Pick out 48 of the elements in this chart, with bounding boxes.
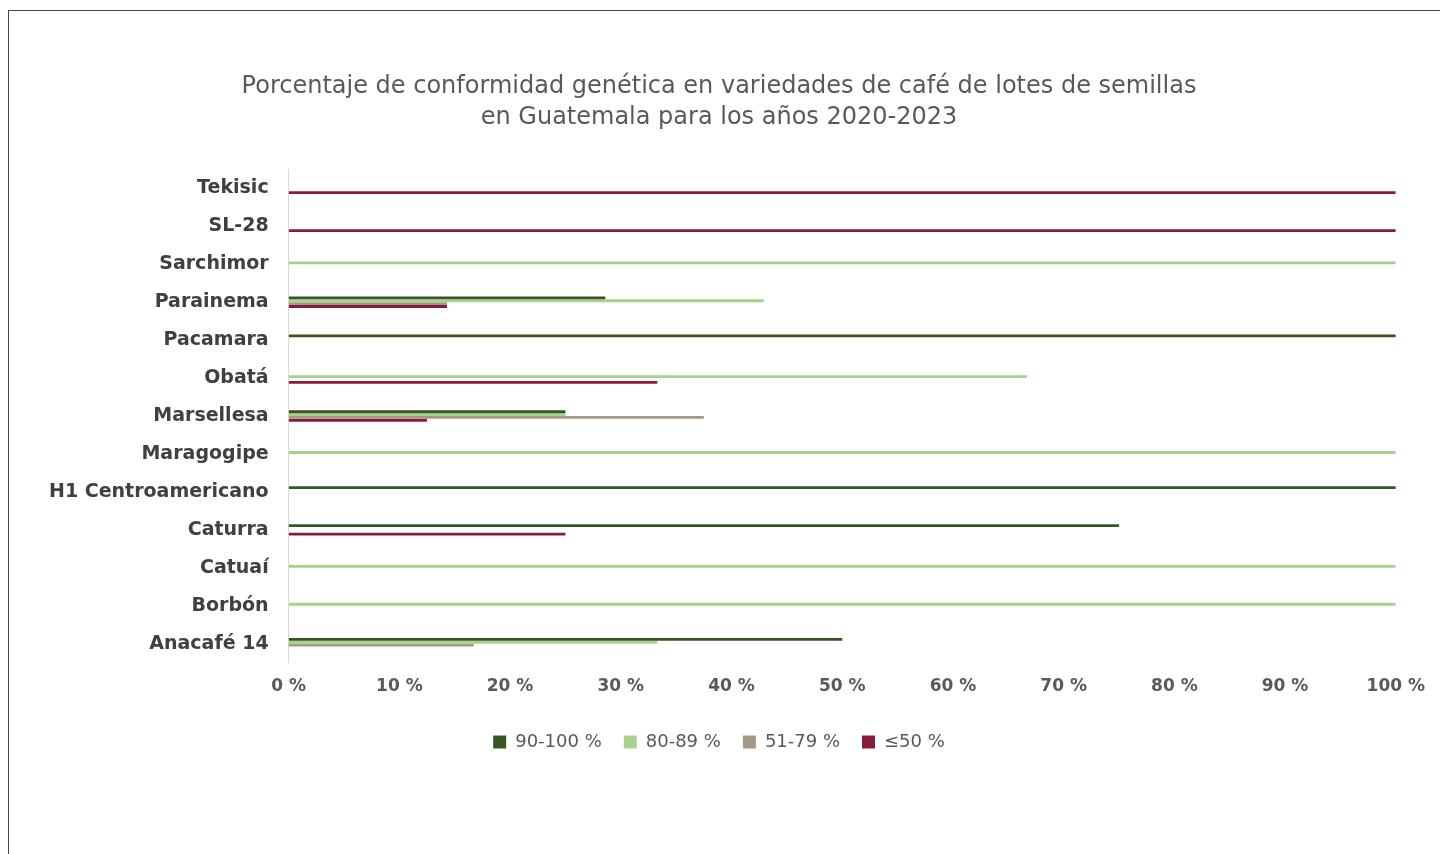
y-tick-label: Obatá xyxy=(204,365,269,387)
x-tick-label: 70 % xyxy=(1040,675,1087,696)
bar xyxy=(288,416,704,419)
legend-label: ≤50 % xyxy=(884,729,945,751)
bar xyxy=(288,418,428,422)
x-tick-label: 10 % xyxy=(376,675,423,696)
y-tick-label: Anacafé 14 xyxy=(149,630,269,653)
bar xyxy=(288,375,1028,379)
y-tick-label: Pacamara xyxy=(163,327,269,350)
y-tick-label: H1 Centroamericano xyxy=(48,478,269,501)
bar xyxy=(288,637,843,641)
legend-label: 51-79 % xyxy=(764,729,841,751)
bar xyxy=(288,191,1396,195)
bar xyxy=(288,334,1396,338)
bar xyxy=(288,229,1396,232)
bar xyxy=(288,524,1119,527)
text: Porcentaje de conformidad genética en variedades de café de lotes de semillas xyxy=(241,70,1197,99)
bar xyxy=(288,451,1396,454)
y-tick-label: Borbón xyxy=(191,592,269,615)
x-tick-label: 90 % xyxy=(1261,675,1309,696)
y-tick-label: Parainema xyxy=(154,289,269,312)
x-tick-label: 20 % xyxy=(486,675,534,696)
x-tick-label: 50 % xyxy=(818,675,866,696)
text: en Guatemala para los años 2020-2023 xyxy=(480,102,958,131)
bar xyxy=(288,296,606,300)
x-tick-label: 30 % xyxy=(597,675,645,696)
y-tick-label: SL-28 xyxy=(208,213,269,236)
y-tick-label: Caturra xyxy=(187,516,269,539)
y-tick-label: Maragogipe xyxy=(141,440,269,463)
y-tick-label: Sarchimor xyxy=(159,251,270,274)
y-tick-label: Catuaí xyxy=(199,554,271,577)
x-tick-label: 100 % xyxy=(1366,675,1425,696)
bar xyxy=(288,261,1396,265)
legend-label: 80-89 % xyxy=(645,729,721,751)
bar xyxy=(288,602,1396,606)
bar xyxy=(288,380,658,384)
bar xyxy=(288,564,1396,568)
y-tick-label: Marsellesa xyxy=(153,402,269,425)
x-tick-label: 40 % xyxy=(708,675,755,696)
legend-label: 90-100 % xyxy=(515,729,602,751)
x-tick-label: 60 % xyxy=(929,675,977,696)
bar xyxy=(288,299,764,303)
x-tick-label: 0 % xyxy=(271,675,307,696)
bar xyxy=(288,486,1396,490)
bar xyxy=(288,532,566,536)
y-tick-label: Tekisic xyxy=(197,175,269,198)
bar xyxy=(288,640,658,644)
x-tick-label: 80 % xyxy=(1151,675,1198,696)
